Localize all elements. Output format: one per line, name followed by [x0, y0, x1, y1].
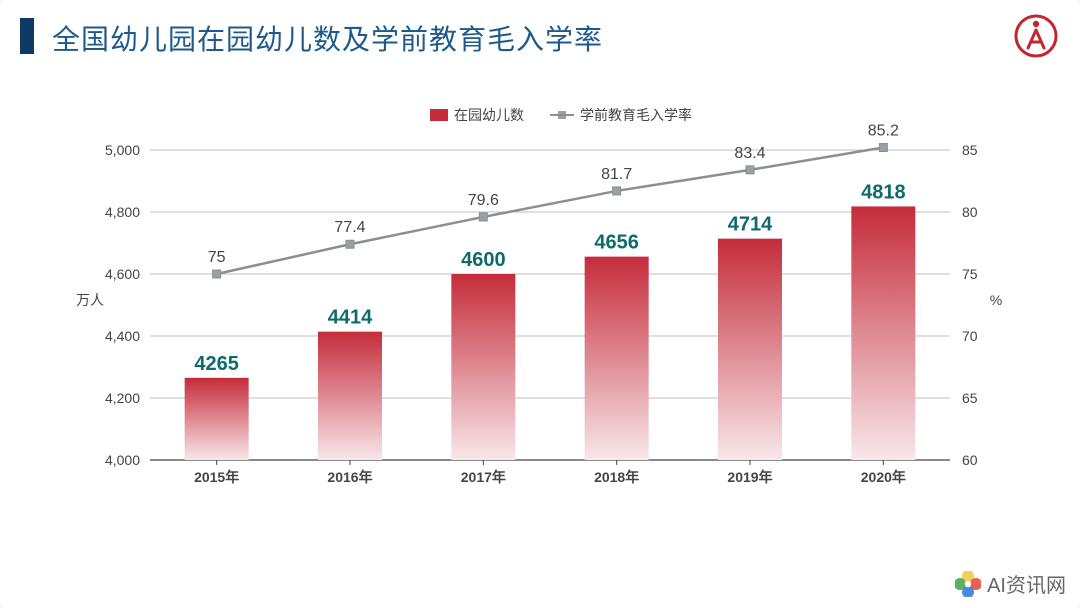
svg-text:4,800: 4,800 — [105, 204, 140, 220]
svg-text:81.7: 81.7 — [601, 166, 632, 183]
svg-text:万人: 万人 — [76, 292, 104, 308]
svg-text:85.2: 85.2 — [868, 123, 899, 140]
svg-text:4,200: 4,200 — [105, 390, 140, 406]
svg-text:4414: 4414 — [328, 307, 373, 329]
brand-logo — [1014, 14, 1058, 58]
svg-text:65: 65 — [962, 390, 978, 406]
watermark: AI资讯网 — [955, 569, 1066, 598]
svg-text:80: 80 — [962, 204, 978, 220]
svg-text:4600: 4600 — [461, 249, 506, 271]
combo-chart: 4,000 4,200 4,400 4,600 4,800 5,000 60 65 70 75 80… — [60, 100, 1020, 500]
svg-text:60: 60 — [962, 452, 978, 468]
svg-text:85: 85 — [962, 142, 978, 158]
svg-text:4818: 4818 — [861, 181, 906, 203]
page-title: 全国幼儿园在园幼儿数及学前教育毛入学率 — [52, 18, 603, 58]
title-accent-bar — [20, 18, 34, 54]
svg-text:4656: 4656 — [594, 232, 639, 254]
svg-text:4,400: 4,400 — [105, 328, 140, 344]
watermark-text: AI资讯网 — [987, 569, 1066, 598]
svg-text:4,000: 4,000 — [105, 452, 140, 468]
svg-text:在园幼儿数: 在园幼儿数 — [454, 107, 524, 123]
svg-text:4,600: 4,600 — [105, 266, 140, 282]
slide: 全国幼儿园在园幼儿数及学前教育毛入学率 4,000 4,200 4,400 4,600… — [0, 0, 1080, 608]
chart-area: 4,000 4,200 4,400 4,600 4,800 5,000 60 65 70 75 80… — [60, 100, 1020, 500]
svg-text:79.6: 79.6 — [468, 192, 499, 209]
svg-text:70: 70 — [962, 328, 978, 344]
svg-text:2016年: 2016年 — [327, 469, 372, 485]
svg-text:4714: 4714 — [728, 214, 773, 236]
svg-text:%: % — [990, 292, 1002, 308]
svg-text:5,000: 5,000 — [105, 142, 140, 158]
svg-text:2019年: 2019年 — [727, 469, 772, 485]
svg-text:2020年: 2020年 — [861, 469, 906, 485]
svg-text:2018年: 2018年 — [594, 469, 639, 485]
svg-text:学前教育毛入学率: 学前教育毛入学率 — [580, 107, 692, 123]
svg-text:75: 75 — [962, 266, 978, 282]
svg-text:77.4: 77.4 — [334, 219, 365, 236]
flower-icon — [955, 571, 981, 597]
svg-text:2017年: 2017年 — [461, 469, 506, 485]
svg-text:2015年: 2015年 — [194, 469, 239, 485]
svg-text:4265: 4265 — [194, 353, 239, 375]
svg-text:75: 75 — [208, 249, 226, 266]
svg-text:83.4: 83.4 — [734, 145, 765, 162]
